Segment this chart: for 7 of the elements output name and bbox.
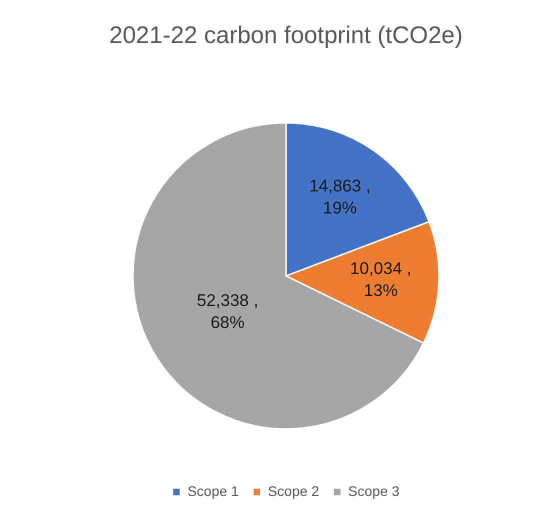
legend-label: Scope 1 (187, 482, 240, 499)
data-label: 52,338 , 68% (196, 291, 258, 332)
chart-title: 2021-22 carbon footprint (tCO2e) (109, 22, 463, 50)
data-label: 10,034 , 13% (350, 258, 412, 300)
legend-label: Scope 3 (348, 482, 400, 499)
data-label: 14,863 , 19% (309, 176, 371, 218)
legend-label: Scope 2 (268, 482, 320, 499)
